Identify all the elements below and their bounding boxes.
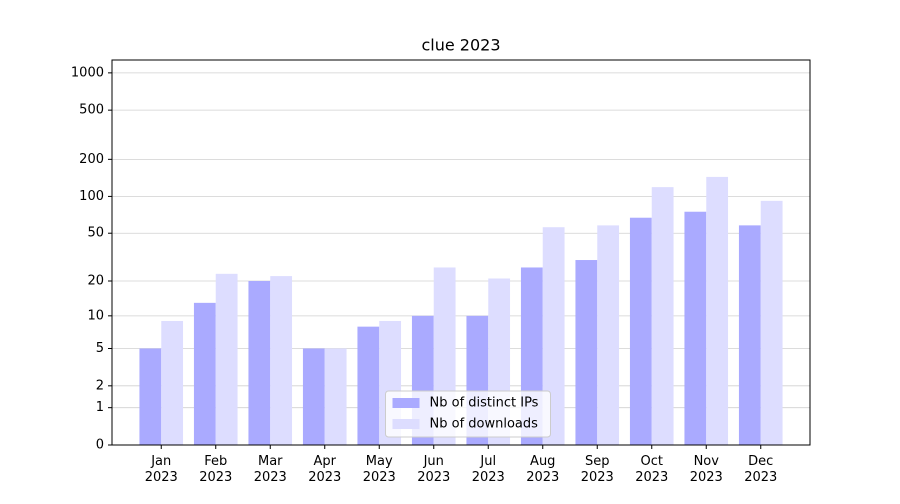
bar (161, 320, 184, 445)
y-tick-label: 20 (87, 274, 104, 289)
x-tick-label: Jun 2023 (417, 454, 450, 485)
x-tick-label: Mar 2023 (254, 454, 287, 485)
bar (139, 348, 162, 445)
x-tick-label: Nov 2023 (690, 454, 723, 485)
x-tick-label: May 2023 (363, 454, 396, 485)
bar (215, 273, 238, 445)
legend-label: Nb of distinct IPs (430, 396, 539, 411)
y-tick-label: 10 (87, 308, 104, 323)
x-tick-label: Oct 2023 (635, 454, 668, 485)
legend: Nb of distinct IPs Nb of downloads (385, 390, 551, 438)
bar (684, 211, 707, 445)
x-tick-label: Sep 2023 (581, 454, 614, 485)
legend-box (385, 390, 551, 438)
legend-swatch (392, 419, 420, 429)
y-tick-label: 500 (79, 103, 104, 118)
chart-title: clue 2023 (421, 36, 500, 55)
y-tick-label: 1 (96, 400, 104, 415)
bar (270, 276, 293, 445)
bar (597, 225, 620, 445)
x-tick-label: Aug 2023 (526, 454, 559, 485)
bar (193, 302, 216, 445)
bar (575, 260, 598, 445)
bar (248, 281, 271, 445)
plot-frame (111, 59, 811, 446)
bar (651, 187, 674, 445)
y-tick-label: 2 (96, 378, 104, 393)
x-tick-label: Jul 2023 (472, 454, 505, 485)
bar (738, 225, 761, 445)
bar (706, 176, 729, 445)
y-tick-label: 0 (96, 438, 104, 453)
x-tick-label: Dec 2023 (744, 454, 777, 485)
x-tick-label: Apr 2023 (308, 454, 341, 485)
bar (324, 348, 347, 445)
y-tick-label: 1000 (71, 65, 104, 80)
legend-swatch (392, 398, 420, 408)
bar (302, 348, 325, 445)
y-tick-label: 200 (79, 152, 104, 167)
y-tick-label: 5 (96, 341, 104, 356)
bar (357, 326, 380, 445)
bar (629, 217, 652, 445)
bar (760, 200, 783, 445)
y-tick-label: 100 (79, 189, 104, 204)
x-tick-label: Jan 2023 (145, 454, 178, 485)
legend-label: Nb of downloads (430, 417, 539, 432)
y-tick-label: 50 (87, 226, 104, 241)
x-tick-label: Feb 2023 (199, 454, 232, 485)
